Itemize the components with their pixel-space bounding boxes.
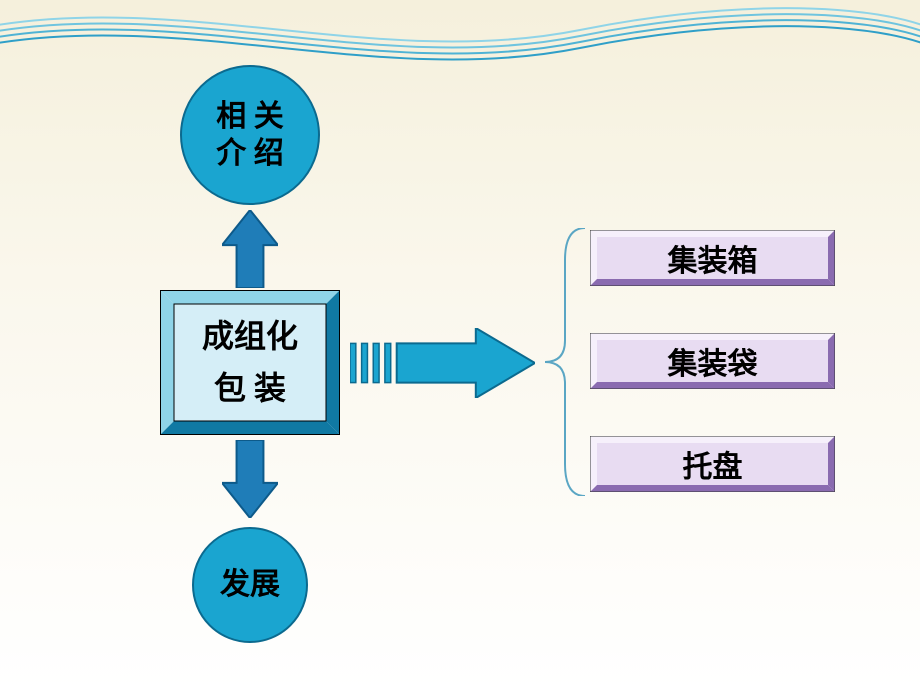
node-related-intro-line2: 介 绍 [216, 135, 284, 173]
node-related-intro: 相 关 介 绍 [180, 65, 320, 205]
node-center-line2: 包 装 [202, 363, 298, 414]
arrow-right-icon [350, 328, 535, 398]
right-item: 托盘 [597, 443, 828, 485]
arrow-down-icon [222, 440, 278, 518]
right-item: 集装袋 [597, 340, 828, 382]
node-center: 成组化 包 装 [174, 304, 326, 421]
node-development: 发展 [192, 527, 308, 643]
right-item: 集装箱 [597, 237, 828, 279]
node-development-label: 发展 [220, 566, 280, 604]
arrow-up-icon [222, 210, 278, 288]
node-center-line1: 成组化 [202, 311, 298, 362]
brace-icon [545, 228, 585, 496]
right-item-label: 集装箱 [668, 236, 758, 280]
right-item-label: 托盘 [683, 442, 743, 486]
wave-decoration [0, 0, 920, 120]
right-item-label: 集装袋 [668, 339, 758, 383]
node-related-intro-line1: 相 关 [216, 98, 284, 136]
